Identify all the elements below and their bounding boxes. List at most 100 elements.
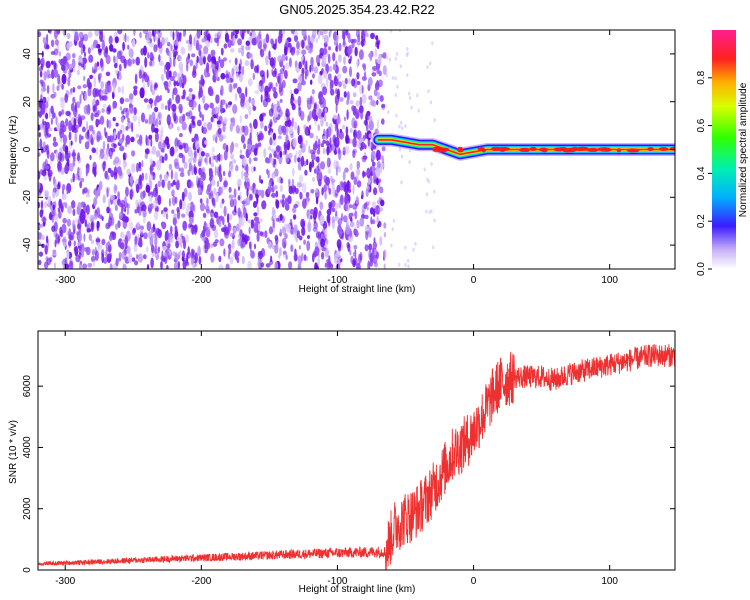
noise-speck (308, 215, 311, 222)
noise-speck (317, 257, 320, 266)
noise-speck (223, 205, 227, 217)
noise-speck (311, 89, 315, 95)
noise-speck (91, 44, 95, 51)
noise-speck (65, 118, 69, 127)
noise-speck (232, 198, 237, 208)
noise-speck (83, 75, 86, 82)
noise-speck (228, 186, 232, 193)
noise-speck (333, 114, 338, 120)
noise-speck (83, 33, 89, 42)
noise-speck (225, 103, 228, 109)
noise-speck (338, 81, 342, 88)
noise-speck (190, 115, 196, 120)
noise-speck (119, 97, 125, 105)
noise-speck (259, 48, 265, 58)
noise-speck (334, 189, 339, 196)
noise-speck (292, 137, 297, 148)
noise-speck (354, 47, 358, 57)
noise-speck (72, 208, 76, 217)
noise-speck (41, 169, 47, 177)
noise-speck (301, 30, 307, 37)
noise-speck (247, 260, 252, 269)
noise-speck (233, 64, 238, 71)
noise-speck (99, 115, 105, 125)
noise-speck (369, 207, 374, 215)
noise-speck (58, 198, 62, 209)
noise-speck (237, 238, 242, 247)
signal-peak (658, 147, 669, 151)
noise-speck (61, 83, 64, 90)
noise-speck (302, 198, 307, 209)
noise-speck (371, 201, 377, 211)
noise-speck (245, 86, 248, 98)
noise-speck (359, 96, 363, 107)
noise-speck (300, 80, 306, 86)
noise-speck (310, 79, 313, 85)
noise-speck (95, 99, 100, 106)
noise-speck (284, 46, 288, 56)
noise-speck (338, 54, 342, 63)
noise-speck (68, 150, 71, 159)
noise-speck (172, 251, 176, 256)
noise-speck (297, 262, 302, 269)
noise-speck (66, 157, 70, 168)
noise-speck (309, 64, 312, 73)
noise-speck (241, 169, 244, 180)
noise-speck (332, 63, 335, 71)
colorbar: 0.0 0.2 0.4 0.6 0.8 Normalized spectral ampl… (696, 30, 749, 276)
noise-speck (125, 59, 131, 65)
noise-speck (232, 104, 238, 114)
noise-speck (88, 125, 94, 132)
noise-speck (218, 134, 224, 142)
noise-speck (178, 115, 184, 125)
noise-speck (58, 147, 62, 152)
noise-speck (239, 229, 243, 237)
noise-speck (335, 88, 338, 95)
noise-speck (209, 89, 214, 97)
colorbar-tick-label: 0.4 (696, 166, 707, 180)
noise-speck (220, 154, 223, 162)
noise-speck (341, 244, 344, 250)
noise-speck (259, 70, 265, 78)
noise-speck (271, 138, 277, 147)
noise-speck (338, 42, 342, 52)
noise-speck (64, 93, 68, 103)
noise-speck (293, 88, 299, 95)
noise-speck (345, 30, 349, 36)
noise-speck (38, 57, 41, 66)
noise-speck (269, 137, 273, 146)
noise-speck-sparse (401, 126, 404, 131)
noise-speck (229, 256, 234, 265)
noise-speck (309, 111, 312, 119)
noise-speck (106, 135, 111, 143)
noise-speck (178, 167, 181, 172)
signal-peak (457, 148, 464, 153)
noise-speck (190, 150, 194, 161)
x-tick-label: -300 (55, 275, 75, 286)
noise-speck (293, 99, 298, 104)
noise-speck (62, 55, 67, 65)
noise-speck (47, 169, 53, 177)
noise-speck (133, 30, 136, 36)
noise-speck (261, 200, 267, 210)
noise-speck (140, 191, 145, 200)
noise-speck (300, 192, 304, 200)
noise-speck (299, 144, 303, 149)
noise-speck (356, 72, 360, 80)
noise-speck (296, 230, 301, 239)
noise-speck (147, 103, 151, 110)
noise-speck (150, 51, 153, 59)
noise-speck (279, 213, 283, 221)
noise-speck (229, 144, 233, 155)
snr-y-ticks: 0 2000 4000 6000 (22, 375, 675, 573)
noise-speck (266, 157, 271, 164)
noise-speck (150, 80, 153, 86)
noise-speck (382, 65, 387, 76)
noise-speck (294, 256, 297, 262)
noise-speck (259, 30, 262, 35)
noise-speck (325, 129, 328, 141)
noise-speck-sparse (394, 56, 397, 61)
colorbar-ticks: 0.0 0.2 0.4 0.6 0.8 (696, 70, 712, 276)
noise-speck (281, 194, 285, 200)
noise-speck-sparse (417, 108, 420, 113)
